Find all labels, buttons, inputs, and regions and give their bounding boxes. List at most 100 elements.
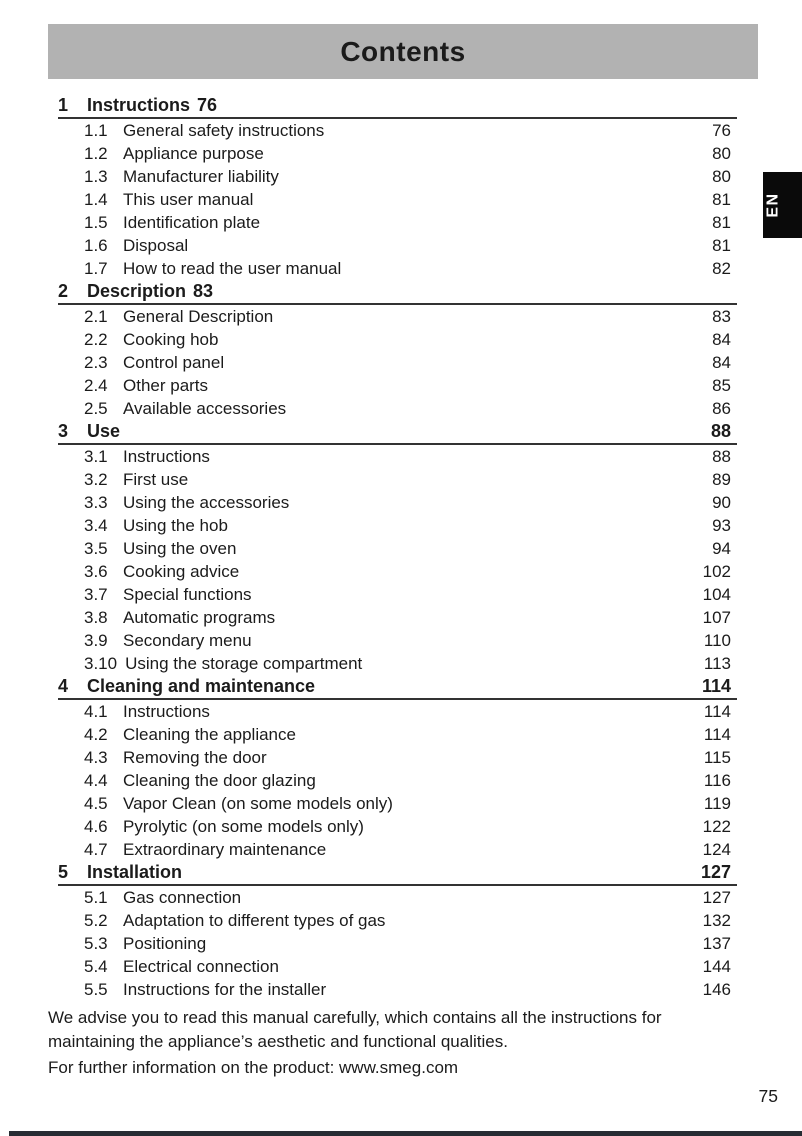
table-of-contents: 1 Instructions 76 1.1 General safety instruc… bbox=[58, 94, 737, 1001]
entry-title: Adaptation to different types of gas bbox=[123, 911, 386, 930]
toc-entry: 5.2 Adaptation to different types of gas 1… bbox=[58, 909, 737, 932]
entry-title: First use bbox=[123, 470, 189, 489]
entry-number: 1.4 bbox=[84, 190, 108, 209]
entry-number: 1.2 bbox=[84, 144, 108, 163]
entry-page: 144 bbox=[702, 957, 731, 976]
entry-number: 1.1 bbox=[84, 121, 108, 140]
toc-entry: 1.1 General safety instructions 76 bbox=[58, 119, 737, 142]
entry-page: 90 bbox=[712, 493, 731, 512]
toc-entry: 5.3 Positioning 137 bbox=[58, 932, 737, 955]
entry-number: 4.5 bbox=[84, 794, 108, 813]
toc-section-heading: 5 Installation 127 bbox=[58, 861, 737, 884]
entry-page: 82 bbox=[712, 259, 731, 278]
entry-page: 107 bbox=[702, 608, 731, 627]
entry-page: 113 bbox=[703, 654, 731, 673]
toc-entry: 1.3 Manufacturer liability 80 bbox=[58, 165, 737, 188]
entry-title: Removing the door bbox=[123, 748, 267, 767]
language-tab-label: EN bbox=[764, 192, 782, 218]
entry-title: How to read the user manual bbox=[123, 259, 342, 278]
section-page-inline: 76 bbox=[197, 95, 218, 115]
toc-entry: 2.2 Cooking hob 84 bbox=[58, 328, 737, 351]
entry-number: 3.2 bbox=[84, 470, 108, 489]
entry-number: 2.5 bbox=[84, 399, 108, 418]
toc-section-1: 1 Instructions 76 1.1 General safety instruc… bbox=[58, 94, 737, 280]
entry-page: 124 bbox=[702, 840, 731, 859]
toc-entry: 3.3 Using the accessories 90 bbox=[58, 491, 737, 514]
entry-page: 104 bbox=[702, 585, 731, 604]
advice-text-line: maintaining the appliance’s aesthetic an… bbox=[48, 1032, 508, 1051]
toc-entry: 3.7 Special functions 104 bbox=[58, 583, 737, 606]
section-number: 2 bbox=[58, 281, 69, 301]
toc-entry: 1.2 Appliance purpose 80 bbox=[58, 142, 737, 165]
entry-page: 80 bbox=[712, 167, 731, 186]
toc-entry: 3.9 Secondary menu 110 bbox=[58, 629, 737, 652]
entry-number: 1.6 bbox=[84, 236, 108, 255]
entry-number: 5.4 bbox=[84, 957, 108, 976]
entry-title: Instructions bbox=[123, 447, 210, 466]
toc-entry: 2.4 Other parts 85 bbox=[58, 374, 737, 397]
entry-page: 114 bbox=[703, 725, 731, 744]
section-divider-rule bbox=[58, 303, 737, 305]
toc-section-heading: 1 Instructions 76 bbox=[58, 94, 737, 117]
entry-page: 114 bbox=[703, 702, 731, 721]
section-title: Instructions bbox=[87, 95, 191, 115]
entry-title: General Description bbox=[123, 307, 274, 326]
section-title: Installation bbox=[87, 862, 183, 882]
toc-section-5: 5 Installation 127 5.1 Gas connection 127 5.2 A… bbox=[58, 861, 737, 1001]
bottom-rule-bar bbox=[9, 1131, 802, 1136]
section-page: 114 bbox=[701, 676, 731, 696]
entry-page: 127 bbox=[702, 888, 731, 907]
entry-title: Control panel bbox=[123, 353, 225, 372]
entry-page: 81 bbox=[712, 236, 731, 255]
entry-number: 3.3 bbox=[84, 493, 108, 512]
entry-page: 94 bbox=[712, 539, 731, 558]
entry-title: Using the oven bbox=[123, 539, 237, 558]
entry-title: Instructions bbox=[123, 702, 210, 721]
section-divider-rule bbox=[58, 443, 737, 445]
entry-number: 4.4 bbox=[84, 771, 108, 790]
section-page: 88 bbox=[710, 421, 731, 441]
page-number: 75 bbox=[758, 1086, 778, 1106]
toc-entry: 4.1 Instructions 114 bbox=[58, 700, 737, 723]
page-title: Contents bbox=[340, 35, 466, 67]
toc-entry: 5.5 Instructions for the installer 146 bbox=[58, 978, 737, 1001]
entry-number: 2.4 bbox=[84, 376, 108, 395]
entry-title: Gas connection bbox=[123, 888, 242, 907]
entry-title: Cooking advice bbox=[123, 562, 240, 581]
entry-number: 5.5 bbox=[84, 980, 108, 999]
entry-title: Instructions for the installer bbox=[123, 980, 327, 999]
entry-page: 122 bbox=[702, 817, 731, 836]
entry-page: 81 bbox=[712, 213, 731, 232]
entry-page: 84 bbox=[712, 330, 731, 349]
toc-entry: 4.2 Cleaning the appliance 114 bbox=[58, 723, 737, 746]
toc-entry: 5.4 Electrical connection 144 bbox=[58, 955, 737, 978]
section-page: 127 bbox=[700, 862, 731, 882]
more-info-text: For further information on the product: … bbox=[48, 1058, 459, 1077]
entry-title: Using the hob bbox=[123, 516, 228, 535]
entry-title: Using the storage compartment bbox=[125, 654, 363, 673]
entry-number: 2.3 bbox=[84, 353, 108, 372]
entry-number: 5.3 bbox=[84, 934, 108, 953]
entry-title: Identification plate bbox=[123, 213, 261, 232]
section-page-inline: 83 bbox=[193, 281, 214, 301]
toc-section-3: 3 Use 88 3.1 Instructions 88 3.2 First use 89 3.3… bbox=[58, 420, 737, 675]
entry-page: 116 bbox=[703, 771, 731, 790]
entry-title: Other parts bbox=[123, 376, 209, 395]
toc-entry: 1.6 Disposal 81 bbox=[58, 234, 737, 257]
entry-page: 137 bbox=[702, 934, 731, 953]
entry-page: 85 bbox=[712, 376, 731, 395]
entry-title: Automatic programs bbox=[123, 608, 276, 627]
entry-number: 4.3 bbox=[84, 748, 108, 767]
entry-title: Cleaning the appliance bbox=[123, 725, 296, 744]
entry-title: Available accessories bbox=[123, 399, 287, 418]
section-title: Cleaning and maintenance bbox=[87, 676, 316, 696]
section-number: 1 bbox=[58, 95, 69, 115]
entry-title: Special functions bbox=[123, 585, 252, 604]
toc-entry: 4.5 Vapor Clean (on some models only) 119 bbox=[58, 792, 737, 815]
toc-entry: 3.6 Cooking advice 102 bbox=[58, 560, 737, 583]
entry-number: 1.3 bbox=[84, 167, 108, 186]
entry-title: Pyrolytic (on some models only) bbox=[123, 817, 364, 836]
entry-number: 5.2 bbox=[84, 911, 108, 930]
entry-number: 3.9 bbox=[84, 631, 108, 650]
toc-entry: 2.3 Control panel 84 bbox=[58, 351, 737, 374]
